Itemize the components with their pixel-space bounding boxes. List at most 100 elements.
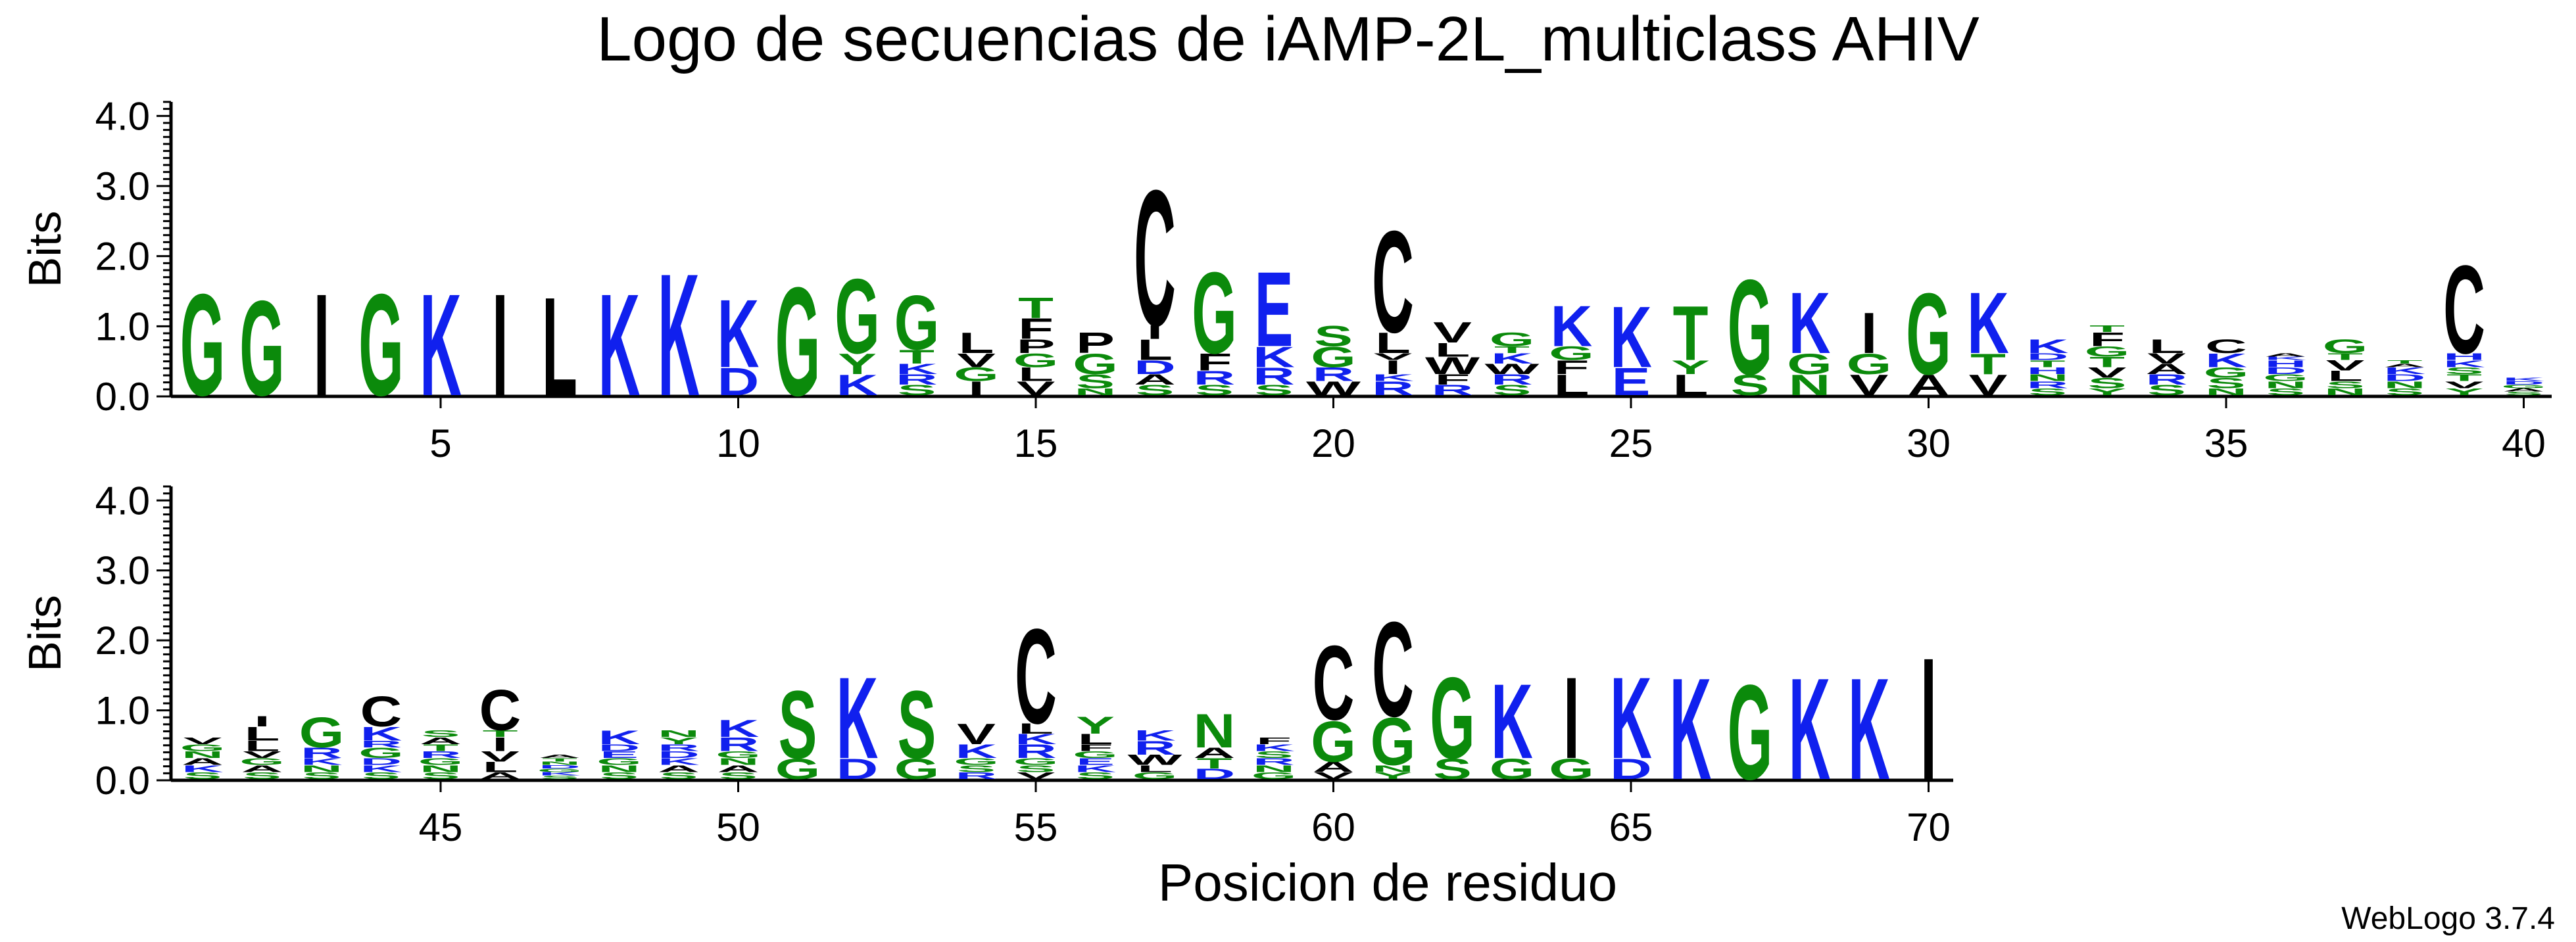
logo-letter: V xyxy=(1017,378,1056,400)
logo-letter: A xyxy=(1313,759,1355,775)
logo-letter: R xyxy=(420,749,462,760)
logo-letter: S xyxy=(1314,319,1353,352)
stack-position-8: K xyxy=(598,264,641,426)
logo-letter: V xyxy=(2088,364,2127,381)
stack-position-26: LYT xyxy=(1671,291,1710,401)
logo-letter: S xyxy=(719,770,758,781)
logo-letter: F xyxy=(1554,357,1590,379)
logo-letter: K xyxy=(1491,662,1533,781)
logo-letter: R xyxy=(1372,378,1414,400)
logo-letter: S xyxy=(1433,753,1472,785)
logo-letter: G xyxy=(894,753,940,785)
logo-letter: L xyxy=(542,268,577,425)
logo-letter: C xyxy=(479,677,522,742)
y-tick-label: 1.0 xyxy=(95,689,150,733)
logo-letter: I xyxy=(1147,321,1163,343)
logo-letter: A xyxy=(1908,369,1950,401)
logo-letter: V xyxy=(1433,316,1472,348)
chart-title: Logo de secuencias de iAMP-2L_multiclass… xyxy=(596,4,1980,74)
y-tick-label: 2.0 xyxy=(95,235,150,279)
logo-letter: G xyxy=(835,256,880,375)
logo-letter: L xyxy=(1435,339,1470,361)
logo-letter: R xyxy=(1313,364,1355,385)
logo-letter: N xyxy=(2324,387,2366,397)
logo-letter: K xyxy=(1372,373,1414,383)
logo-letter: L xyxy=(2327,368,2363,385)
logo-letter: S xyxy=(2445,365,2484,376)
logo-letter: T xyxy=(2327,352,2363,362)
logo-letter: I xyxy=(968,378,984,400)
stack-position-62: SG xyxy=(1430,653,1475,786)
logo-letter: L xyxy=(1375,327,1411,359)
logo-letter: G xyxy=(1430,653,1475,783)
logo-letter: K xyxy=(1967,274,2009,371)
logo-letter: S xyxy=(2147,382,2186,398)
logo-letter: T xyxy=(2030,358,2066,369)
stack-position-10: DK xyxy=(717,279,760,404)
logo-letter: W xyxy=(1425,352,1480,379)
logo-letter: F xyxy=(1018,313,1054,345)
y-tick-label: 0.0 xyxy=(95,759,150,803)
stack-position-53: GS xyxy=(894,671,940,786)
logo-letter: K xyxy=(1670,648,1712,810)
logo-letter: G xyxy=(1311,709,1356,774)
logo-letter: T xyxy=(2089,323,2125,334)
logo-letter: S xyxy=(1076,770,1115,781)
logo-letter: I xyxy=(254,713,270,730)
logo-letter: S xyxy=(1136,382,1175,398)
logo-letter: N xyxy=(1372,763,1414,774)
logo-letter: T xyxy=(899,346,935,368)
logo-letter: Y xyxy=(838,348,877,380)
logo-letter: S xyxy=(422,770,460,781)
logo-letter: Y xyxy=(2088,387,2127,397)
x-tick-label: 10 xyxy=(716,421,760,465)
logo-letter: G xyxy=(954,757,999,767)
logo-letter: K xyxy=(360,763,402,774)
logo-letter: I xyxy=(1385,357,1401,379)
stack-position-65: DK xyxy=(1610,653,1652,786)
logo-letter: S xyxy=(1255,382,1294,398)
logo-letter: Y xyxy=(1076,712,1115,739)
logo-letter: C xyxy=(1015,601,1057,752)
logo-letter: S xyxy=(600,770,639,781)
logo-letter: K xyxy=(896,361,938,377)
logo-letter: L xyxy=(1018,364,1054,385)
logo-letter: A xyxy=(717,763,760,774)
stack-position-2: G xyxy=(239,272,285,424)
logo-letter: V xyxy=(1017,770,1056,781)
stack-position-67: G xyxy=(1728,657,1773,808)
logo-letter: I xyxy=(1920,621,1936,816)
logo-letter: L xyxy=(1018,720,1054,737)
logo-letter: K xyxy=(1610,653,1652,783)
logo-letter: V xyxy=(957,718,996,750)
stack-position-64: GI xyxy=(1549,653,1594,786)
logo-letter: D xyxy=(717,360,760,404)
logo-letter: G xyxy=(954,364,999,385)
logo-letter: N xyxy=(717,757,760,767)
logo-letter: G xyxy=(537,768,583,773)
logo-letter: A xyxy=(420,736,462,746)
x-tick-label: 50 xyxy=(716,805,760,849)
stack-position-68: K xyxy=(1789,648,1831,810)
logo-letter: V xyxy=(957,350,996,371)
x-tick-label: 35 xyxy=(2204,421,2248,465)
logo-letter: L xyxy=(245,738,280,755)
logo-letter: S xyxy=(362,770,401,781)
logo-letter: S xyxy=(541,774,579,780)
logo-letter: E xyxy=(1076,757,1115,767)
y-tick-label: 3.0 xyxy=(95,549,150,593)
y-tick-label: 2.0 xyxy=(95,619,150,663)
logo-letter: N xyxy=(598,763,641,774)
logo-letter: A xyxy=(2146,361,2188,377)
